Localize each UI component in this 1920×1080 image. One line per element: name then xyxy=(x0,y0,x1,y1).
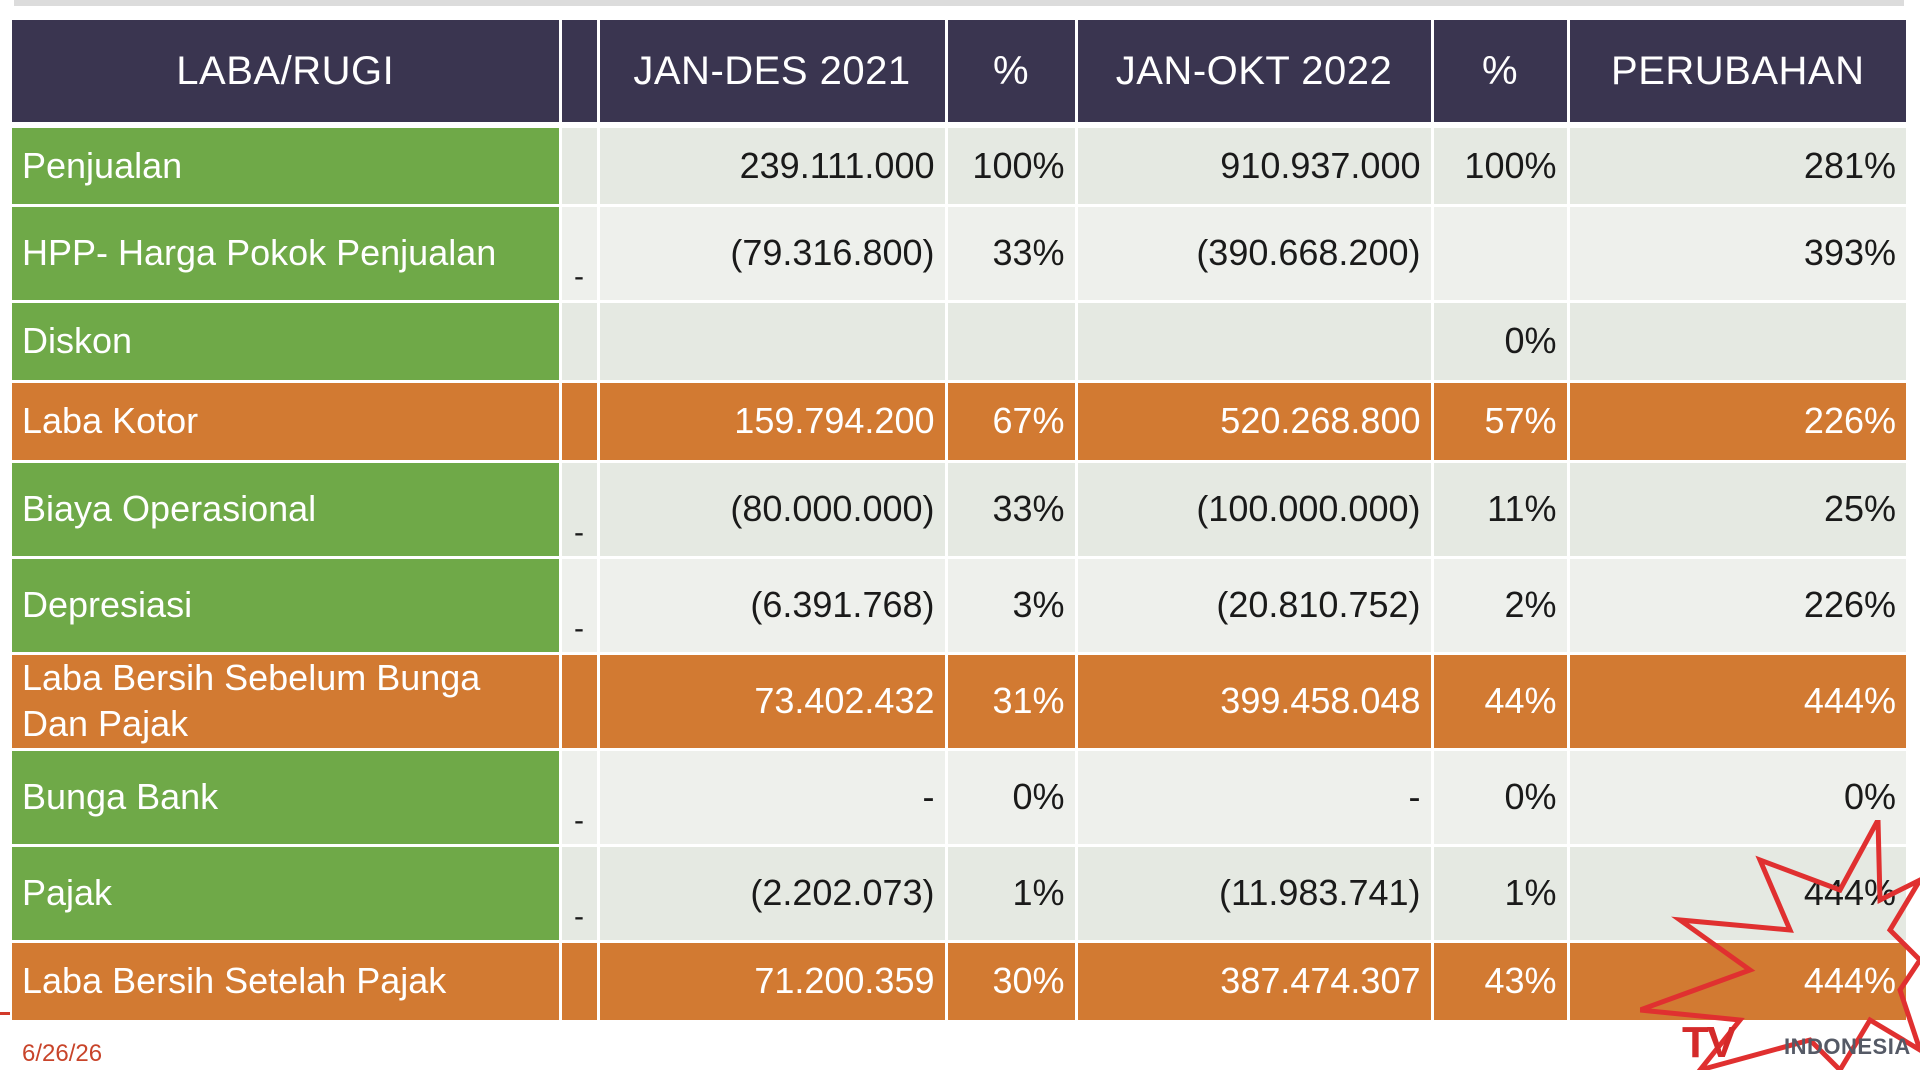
percent-2021: 30% xyxy=(946,941,1078,1023)
row-label: Diskon xyxy=(12,301,562,383)
value-2022: (11.983.741) xyxy=(1076,845,1434,943)
footer-date: 6/26/26 xyxy=(22,1040,103,1067)
change-percent: 281% xyxy=(1568,125,1906,207)
percent-2022: 0% xyxy=(1432,749,1570,847)
row-label: Biaya Operasional xyxy=(12,461,562,559)
row-dash: - xyxy=(560,845,600,943)
value-2022: (390.668.200) xyxy=(1076,205,1434,303)
percent-2021: 33% xyxy=(946,461,1078,559)
change-percent: 444% xyxy=(1568,653,1906,751)
table-row: HPP- Harga Pokok Penjualan - (79.316.800… xyxy=(12,205,1906,303)
percent-2022: 11% xyxy=(1432,461,1570,559)
percent-2022: 43% xyxy=(1432,941,1570,1023)
row-dash: - xyxy=(560,205,600,303)
value-2021 xyxy=(598,301,948,383)
value-2022: (100.000.000) xyxy=(1076,461,1434,559)
row-dash xyxy=(560,125,600,207)
percent-2022 xyxy=(1432,205,1570,303)
table-row: Laba Bersih Sebelum Bunga Dan Pajak 73.4… xyxy=(12,653,1906,751)
header-perubahan: PERUBAHAN xyxy=(1568,20,1906,128)
header-jan-okt-2022: JAN-OKT 2022 xyxy=(1076,20,1434,128)
table-header-row: LABA/RUGI JAN-DES 2021 % JAN-OKT 2022 % … xyxy=(12,20,1906,128)
value-2022 xyxy=(1076,301,1434,383)
header-laba-rugi: LABA/RUGI xyxy=(12,20,562,128)
percent-2022: 1% xyxy=(1432,845,1570,943)
table-row: Depresiasi - (6.391.768) 3% (20.810.752)… xyxy=(12,557,1906,655)
value-2021: (6.391.768) xyxy=(598,557,948,655)
row-dash: - xyxy=(560,557,600,655)
percent-2021: 67% xyxy=(946,381,1078,463)
row-label: Penjualan xyxy=(12,125,562,207)
row-dash: - xyxy=(560,749,600,847)
percent-2022: 100% xyxy=(1432,125,1570,207)
table-row: Pajak - (2.202.073) 1% (11.983.741) 1% 4… xyxy=(12,845,1906,943)
percent-2021: 31% xyxy=(946,653,1078,751)
percent-2021: 33% xyxy=(946,205,1078,303)
value-2021: (2.202.073) xyxy=(598,845,948,943)
header-blank xyxy=(560,20,600,128)
table-row: Laba Kotor 159.794.200 67% 520.268.800 5… xyxy=(12,381,1906,463)
row-label: Bunga Bank xyxy=(12,749,562,847)
value-2022: (20.810.752) xyxy=(1076,557,1434,655)
percent-2022: 57% xyxy=(1432,381,1570,463)
row-dash xyxy=(560,301,600,383)
change-percent: 393% xyxy=(1568,205,1906,303)
row-label: Laba Bersih Setelah Pajak xyxy=(12,941,562,1023)
logo-subtext: INDONESIA xyxy=(1784,1034,1911,1059)
percent-2021: 1% xyxy=(946,845,1078,943)
header-percent-2022: % xyxy=(1432,20,1570,128)
value-2021: 159.794.200 xyxy=(598,381,948,463)
percent-2021: 3% xyxy=(946,557,1078,655)
row-label: Laba Bersih Sebelum Bunga Dan Pajak xyxy=(12,653,562,751)
value-2021: 239.111.000 xyxy=(598,125,948,207)
percent-2021 xyxy=(946,301,1078,383)
table-row: Laba Bersih Setelah Pajak 71.200.359 30%… xyxy=(12,941,1906,1023)
table-row: Diskon 0% xyxy=(12,301,1906,383)
top-border-line xyxy=(14,0,1904,6)
value-2022: 399.458.048 xyxy=(1076,653,1434,751)
row-dash xyxy=(560,381,600,463)
change-percent: 25% xyxy=(1568,461,1906,559)
table-row: Bunga Bank - - 0% - 0% 0% xyxy=(12,749,1906,847)
row-label: Laba Kotor xyxy=(12,381,562,463)
red-accent-line xyxy=(0,1012,10,1015)
profit-loss-table: LABA/RUGI JAN-DES 2021 % JAN-OKT 2022 % … xyxy=(12,20,1906,1023)
value-2022: 387.474.307 xyxy=(1076,941,1434,1023)
tv-logo: TV xyxy=(1682,1018,1736,1067)
table-row: Biaya Operasional - (80.000.000) 33% (10… xyxy=(12,461,1906,559)
percent-2021: 100% xyxy=(946,125,1078,207)
header-percent-2021: % xyxy=(946,20,1078,128)
table-row: Penjualan 239.111.000 100% 910.937.000 1… xyxy=(12,125,1906,207)
percent-2022: 0% xyxy=(1432,301,1570,383)
header-jan-des-2021: JAN-DES 2021 xyxy=(598,20,948,128)
change-percent: 226% xyxy=(1568,381,1906,463)
value-2022: - xyxy=(1076,749,1434,847)
row-dash: - xyxy=(560,461,600,559)
starburst-icon xyxy=(1640,820,1920,1070)
value-2022: 910.937.000 xyxy=(1076,125,1434,207)
value-2021: (79.316.800) xyxy=(598,205,948,303)
change-percent: 226% xyxy=(1568,557,1906,655)
value-2021: (80.000.000) xyxy=(598,461,948,559)
value-2021: 71.200.359 xyxy=(598,941,948,1023)
row-label: HPP- Harga Pokok Penjualan xyxy=(12,205,562,303)
row-label: Pajak xyxy=(12,845,562,943)
row-label: Depresiasi xyxy=(12,557,562,655)
row-dash xyxy=(560,653,600,751)
value-2021: - xyxy=(598,749,948,847)
percent-2021: 0% xyxy=(946,749,1078,847)
change-percent: 0% xyxy=(1568,749,1906,847)
value-2021: 73.402.432 xyxy=(598,653,948,751)
row-dash xyxy=(560,941,600,1023)
change-percent xyxy=(1568,301,1906,383)
percent-2022: 2% xyxy=(1432,557,1570,655)
value-2022: 520.268.800 xyxy=(1076,381,1434,463)
percent-2022: 44% xyxy=(1432,653,1570,751)
